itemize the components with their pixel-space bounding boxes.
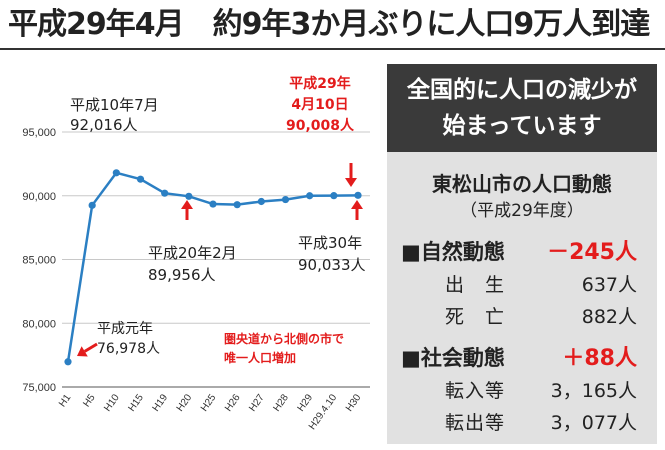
y-tick-label: 80,000	[22, 318, 56, 330]
annotation-label: 圏央道から北側の市で	[224, 331, 344, 346]
data-point	[281, 195, 290, 204]
annotation-label: 4月10日	[291, 97, 348, 113]
annotation-label: 平成20年2月	[148, 244, 237, 262]
x-tick-label: H26	[223, 392, 243, 414]
decline-banner: 全国的に人口の減少が 始まっています	[387, 64, 657, 152]
y-tick-label: 85,000	[22, 255, 56, 267]
stats-subtitle: （平成29年度）	[460, 201, 584, 221]
x-tick-label: H15	[126, 392, 146, 414]
x-tick-label: H20	[175, 392, 195, 414]
data-point	[233, 201, 241, 209]
data-point	[112, 169, 120, 177]
banner-line-1: 全国的に人口の減少が	[407, 77, 637, 103]
callout-arrow-head	[77, 346, 88, 357]
x-tick-label: H29	[296, 392, 316, 414]
y-tick-label: 75,000	[22, 382, 56, 394]
data-point	[136, 175, 145, 183]
births-value: 637人	[581, 274, 637, 296]
move-out-value: 3，077人	[550, 412, 637, 434]
data-point	[354, 191, 362, 199]
deaths-value: 882人	[581, 306, 637, 328]
natural-change-value: －245人	[547, 240, 637, 265]
annotation-label: 平成10年7月	[70, 96, 159, 114]
x-tick-label: H10	[102, 392, 122, 414]
annotation-label: 76,978人	[97, 341, 160, 357]
move-in-value: 3，165人	[550, 380, 637, 402]
x-tick-label: H30	[344, 392, 364, 414]
annotation-label: 89,956人	[148, 266, 216, 284]
annotation-label: 90,008人	[286, 117, 355, 134]
data-point	[257, 197, 265, 206]
data-point	[209, 200, 217, 208]
y-tick-label: 90,000	[22, 191, 56, 203]
annotation-label: 92,016人	[70, 116, 138, 134]
population-line-chart: 75,000 80,000 85,000 90,000 95,000 H1 H5 H10 H15…	[22, 75, 370, 432]
annotation-label: 平成30年	[298, 234, 362, 252]
callout-arrow-head	[345, 178, 357, 187]
page-title: 平成29年4月 約9年3か月ぶりに人口9万人到達	[0, 0, 665, 50]
data-point	[161, 189, 169, 197]
data-point	[330, 192, 338, 200]
annotation-label: 90,033人	[298, 256, 366, 274]
data-point	[64, 358, 72, 366]
x-tick-label: H28	[271, 392, 291, 414]
social-change-value: ＋88人	[562, 346, 637, 371]
annotation-label: 平成29年	[289, 75, 350, 92]
x-tick-label: H27	[247, 392, 267, 414]
move-out-label: 転出等	[445, 412, 506, 434]
x-tick-label: H5	[81, 392, 98, 409]
x-tick-label: H1	[57, 392, 74, 409]
natural-change-label: ■自然動態	[401, 240, 505, 264]
callout-arrow-head	[181, 200, 193, 209]
stats-panel: 全国的に人口の減少が 始まっています 東松山市の人口動態 （平成29年度） ■自…	[387, 64, 657, 444]
deaths-label: 死 亡	[445, 306, 506, 328]
data-point	[88, 201, 96, 209]
move-in-label: 転入等	[445, 380, 506, 402]
stats-title: 東松山市の人口動態	[432, 172, 612, 196]
x-tick-label: H19	[151, 392, 171, 414]
callout-arrow-head	[351, 200, 363, 209]
social-change-label: ■社会動態	[401, 346, 505, 370]
births-label: 出 生	[445, 274, 506, 296]
data-point	[185, 192, 193, 200]
banner-line-2: 始まっています	[442, 113, 602, 139]
callout-arrow-shaft	[83, 342, 98, 353]
data-point	[306, 192, 314, 200]
x-tick-label: H25	[199, 392, 219, 414]
annotation-label: 唯一人口増加	[224, 350, 296, 365]
annotation-label: 平成元年	[97, 321, 153, 337]
y-tick-label: 95,000	[22, 127, 56, 139]
